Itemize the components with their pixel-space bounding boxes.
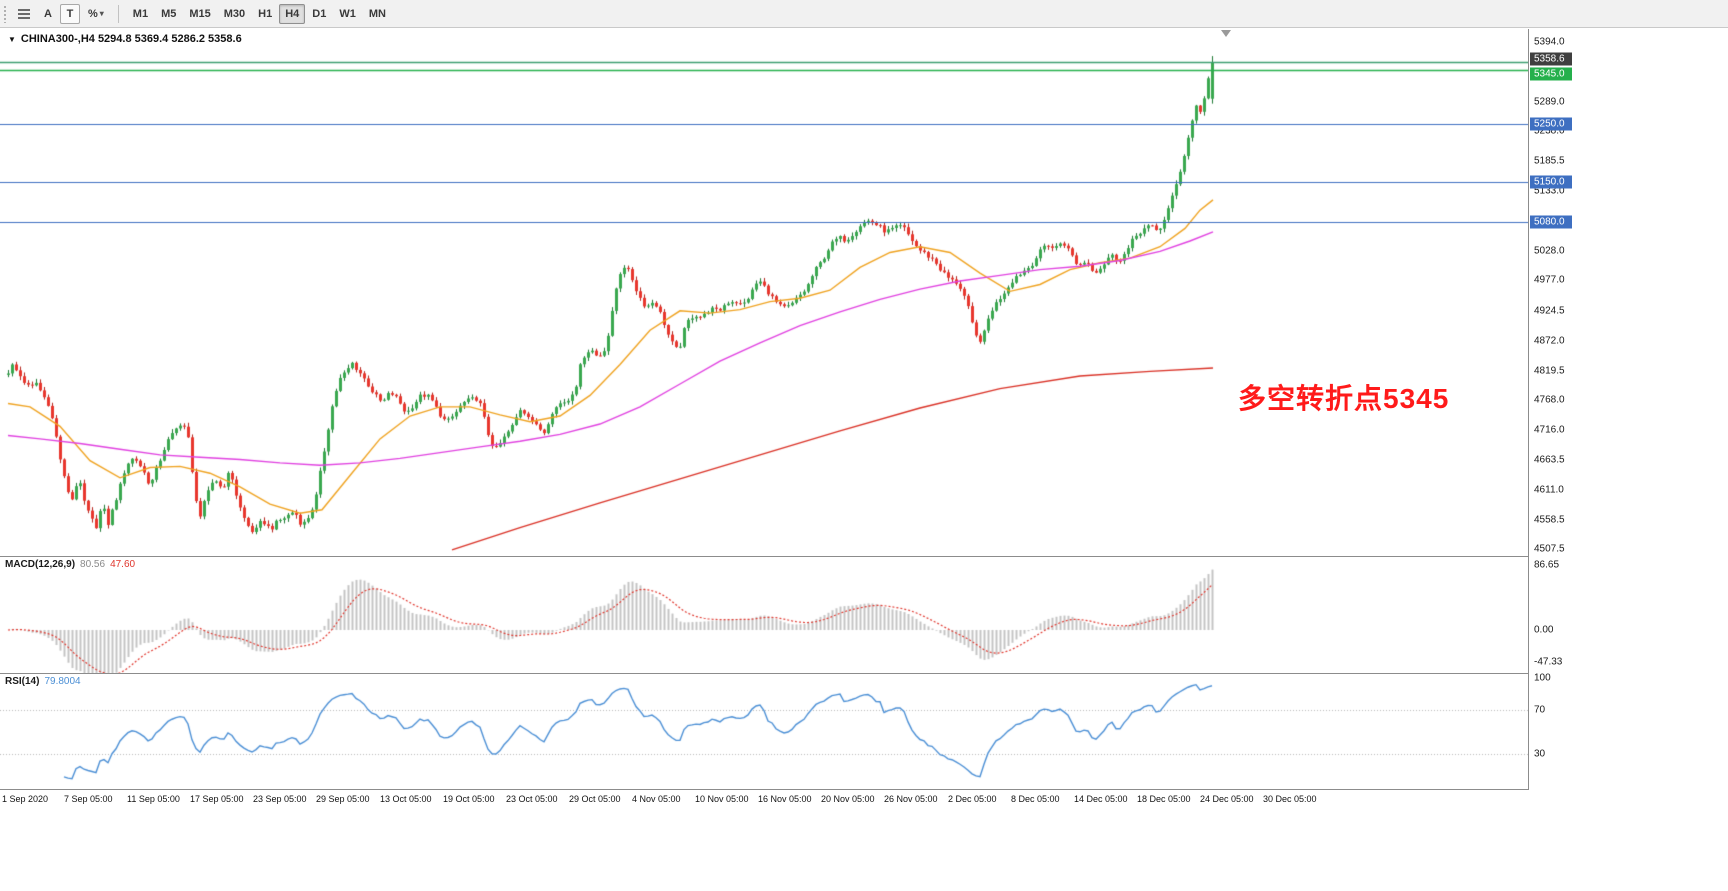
macd-chart-canvas[interactable] [0, 557, 1528, 673]
indicator-scale-label: 100 [1534, 672, 1551, 684]
macd-value-signal: 47.60 [110, 559, 136, 570]
chart-title-marker-icon[interactable]: ▼ [8, 34, 16, 44]
price-tag: 5250.0 [1530, 117, 1572, 131]
price-tick: 4977.0 [1534, 274, 1565, 286]
time-axis-label: 29 Oct 05:00 [569, 794, 621, 804]
time-axis-label: 20 Nov 05:00 [821, 794, 875, 804]
timeframe-button-h4[interactable]: H4 [279, 3, 306, 24]
price-tick: 4663.5 [1534, 454, 1565, 466]
price-tick: 5238.0 [1534, 125, 1565, 137]
time-axis-label: 14 Dec 05:00 [1074, 794, 1128, 804]
timeframe-button-h1[interactable]: H1 [252, 4, 278, 24]
rsi-panel: RSI(14) 79.8004 [0, 674, 1528, 789]
indicator-scale-label: 0.00 [1534, 624, 1554, 636]
time-axis-label: 29 Sep 05:00 [316, 794, 370, 804]
price-tick: 4872.0 [1534, 335, 1565, 347]
annotate-a-button[interactable]: A [38, 4, 58, 24]
time-axis-label: 30 Dec 05:00 [1263, 794, 1317, 804]
price-tick: 5394.0 [1534, 36, 1565, 48]
rsi-value: 79.8004 [44, 676, 81, 687]
time-axis-label: 1 Sep 2020 [2, 794, 49, 804]
chart-title: ▼ CHINA300-,H4 5294.8 5369.4 5286.2 5358… [8, 33, 242, 45]
timeframe-button-w1[interactable]: W1 [333, 4, 362, 24]
price-tick: 4768.0 [1534, 394, 1565, 406]
time-axis-label: 10 Nov 05:00 [695, 794, 749, 804]
macd-label: MACD(12,26,9) 80.56 47.60 [5, 559, 135, 570]
timeframe-group: M1 M5 M15 M30 H1 H4 D1 W1 MN [127, 3, 392, 24]
time-axis-label: 13 Oct 05:00 [380, 794, 432, 804]
timeframe-button-m5[interactable]: M5 [155, 4, 182, 24]
timeframe-button-d1[interactable]: D1 [306, 4, 332, 24]
price-tick: 4611.0 [1534, 484, 1564, 496]
time-axis-label: 23 Oct 05:00 [506, 794, 558, 804]
indicator-scale-label: 86.65 [1534, 559, 1560, 571]
chevron-down-icon: ▾ [99, 9, 104, 18]
price-tag: 5345.0 [1530, 67, 1572, 81]
price-tick: 5289.0 [1534, 96, 1565, 108]
main-chart-panel: ▼ CHINA300-,H4 5294.8 5369.4 5286.2 5358… [0, 29, 1528, 556]
price-tick: 4924.5 [1534, 305, 1565, 316]
time-axis-label: 26 Nov 05:00 [884, 794, 938, 804]
time-axis-label: 17 Sep 05:00 [190, 794, 244, 804]
rsi-chart-canvas[interactable] [0, 674, 1528, 789]
price-axis[interactable]: 5394.0 5289.0 5238.0 5185.5 5133.0 5028.0 4977… [1528, 29, 1728, 790]
timeframe-button-mn[interactable]: MN [363, 4, 392, 24]
price-tick: 4558.5 [1534, 514, 1565, 526]
price-tag: 5358.6 [1530, 52, 1572, 66]
price-tick: 5028.0 [1534, 245, 1565, 257]
candlestick-chart-canvas[interactable] [0, 29, 1528, 556]
time-axis-label: 11 Sep 05:00 [127, 794, 180, 804]
annotation-text: 多空转折点5345 [1238, 383, 1450, 414]
text-tool-button[interactable]: T [60, 3, 80, 24]
macd-value-main: 80.56 [80, 559, 106, 570]
timeframe-button-m1[interactable]: M1 [127, 4, 154, 24]
chart-title-text: CHINA300-,H4 5294.8 5369.4 5286.2 5358.6 [20, 33, 242, 45]
price-tick: 4507.5 [1534, 543, 1565, 555]
macd-name: MACD(12,26,9) [5, 559, 76, 570]
price-tick: 5133.0 [1534, 185, 1565, 197]
time-axis[interactable]: 1 Sep 2020 7 Sep 05:00 11 Sep 05:00 17 Sep … [0, 790, 1728, 812]
time-axis-label: 2 Dec 05:00 [948, 794, 997, 804]
price-tick: 4716.0 [1534, 424, 1565, 436]
time-axis-label: 4 Nov 05:00 [632, 794, 681, 804]
rsi-label: RSI(14) 79.8004 [5, 676, 81, 687]
panel-separator[interactable] [0, 673, 1728, 674]
price-tick: 5185.5 [1534, 155, 1565, 167]
time-axis-label: 16 Nov 05:00 [758, 794, 812, 804]
price-tag: 5150.0 [1530, 175, 1572, 189]
macd-panel: MACD(12,26,9) 80.56 47.60 [0, 557, 1528, 673]
percent-dropdown-button[interactable]: % ▾ [82, 4, 110, 24]
timeframe-button-m15[interactable]: M15 [183, 4, 216, 24]
panel-separator[interactable] [0, 789, 1728, 790]
timeframe-button-m30[interactable]: M30 [218, 4, 251, 24]
chart-shift-marker[interactable] [1221, 30, 1231, 37]
toolbar: A T % ▾ M1 M5 M15 M30 H1 H4 D1 W1 MN [0, 0, 1728, 28]
toolbar-grip[interactable] [3, 4, 8, 23]
time-axis-label: 7 Sep 05:00 [64, 794, 113, 804]
indicator-scale-label: 70 [1534, 704, 1546, 716]
panel-separator[interactable] [0, 556, 1728, 557]
price-tick: 4819.5 [1534, 365, 1565, 377]
time-axis-label: 18 Dec 05:00 [1137, 794, 1191, 804]
rsi-name: RSI(14) [5, 676, 40, 687]
indicator-scale-label: -47.33 [1534, 656, 1563, 668]
time-axis-label: 23 Sep 05:00 [253, 794, 307, 804]
time-axis-label: 19 Oct 05:00 [443, 794, 495, 804]
percent-icon: % [88, 7, 98, 20]
price-tag: 5080.0 [1530, 215, 1572, 229]
time-axis-label: 8 Dec 05:00 [1011, 794, 1060, 804]
indicator-scale-label: 30 [1534, 748, 1546, 760]
toolbar-separator [117, 4, 119, 23]
chart-list-icon [18, 7, 30, 21]
charts-menu-button[interactable] [12, 4, 36, 24]
time-axis-label: 24 Dec 05:00 [1200, 794, 1254, 804]
